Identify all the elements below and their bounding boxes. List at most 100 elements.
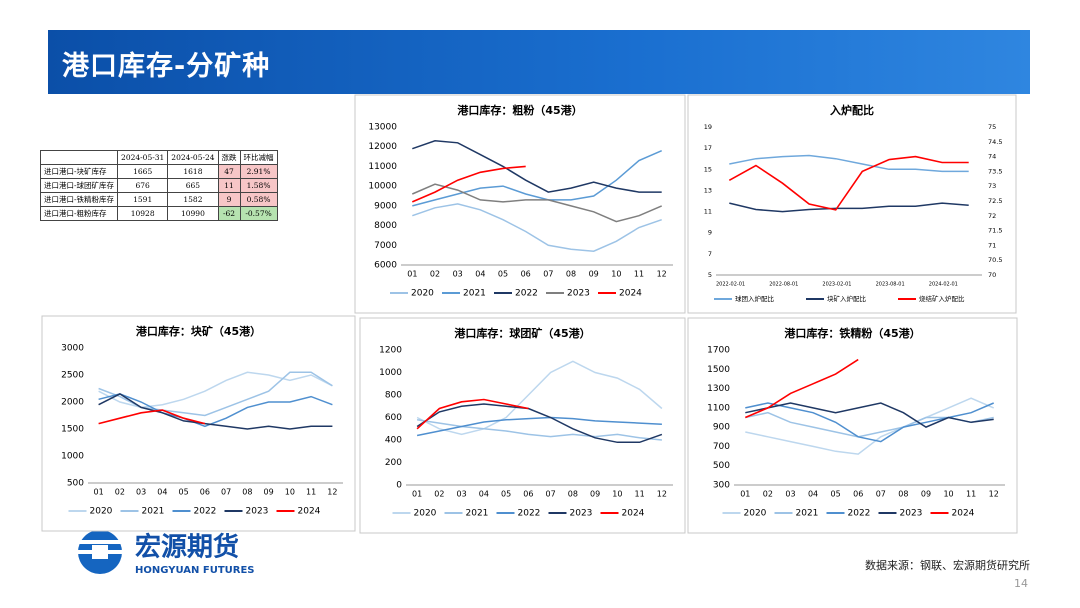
- table-cell: 2.91%: [239, 164, 278, 179]
- legend-label: 2023: [246, 507, 269, 517]
- logo-en: HONGYUAN FUTURES: [135, 565, 255, 576]
- table-cell: 进口港口-块矿库存: [39, 164, 119, 179]
- series-line: [412, 150, 662, 207]
- series-line: [729, 202, 969, 213]
- series-line: [412, 203, 662, 252]
- x-tick-label: 03: [785, 490, 795, 499]
- y-tick-label: 9000: [374, 201, 397, 211]
- page-title: 港口库存-分矿种: [62, 51, 271, 82]
- x-tick-label: 04: [475, 270, 485, 279]
- table-cell: 10928: [117, 206, 169, 221]
- y-tick-label: 11000: [368, 162, 397, 172]
- y-tick-label: 13000: [368, 123, 397, 133]
- table-cell: 676: [117, 178, 169, 193]
- y-tick-label: 6000: [374, 261, 397, 271]
- x-tick-label: 07: [546, 490, 556, 499]
- x-tick-label: 05: [831, 490, 841, 499]
- series-line: [416, 419, 662, 441]
- x-tick-label: 10: [612, 490, 622, 499]
- y2-tick-label: 73: [988, 182, 996, 190]
- y-tick-label: 500: [67, 479, 84, 489]
- table-cell: 进口港口-粗粉库存: [39, 206, 119, 221]
- legend-label: 2022: [518, 509, 541, 519]
- series-line: [416, 403, 663, 444]
- x-tick-label: 01: [740, 490, 750, 499]
- series-line: [98, 409, 206, 425]
- y-tick-label: 13: [704, 186, 712, 194]
- table-header-row: 2024-05-31 2024-05-24 涨跌 环比减幅: [39, 150, 278, 165]
- table-header-cell: 2024-05-31: [117, 150, 169, 165]
- page-number: 14: [1014, 577, 1028, 590]
- table-cell: 10990: [167, 206, 219, 221]
- y2-tick-label: 75: [988, 123, 996, 131]
- table-cell: 进口港口-球团矿库存: [39, 178, 119, 193]
- logo: [76, 530, 124, 574]
- table-cell: 1.58%: [239, 178, 278, 193]
- series-line: [98, 393, 333, 430]
- legend-label: 2024: [619, 289, 642, 299]
- y-tick-label: 17: [704, 144, 712, 152]
- x-tick-label: 02: [434, 490, 444, 499]
- legend-label: 2022: [515, 289, 538, 299]
- x-tick-label: 05: [498, 270, 508, 279]
- series-line: [744, 358, 859, 419]
- x-tick-label: 07: [876, 490, 886, 499]
- legend-label: 2020: [744, 509, 767, 519]
- y-tick-label: 12000: [368, 142, 397, 152]
- y2-tick-label: 72: [988, 212, 996, 220]
- x-tick-label: 06: [853, 490, 863, 499]
- x-tick-label: 09: [590, 490, 600, 499]
- series-line: [416, 398, 529, 430]
- y-tick-label: 9: [708, 229, 712, 237]
- series-line: [98, 393, 333, 428]
- x-tick-label: 02: [115, 488, 125, 497]
- table-cell: -0.57%: [239, 206, 278, 221]
- y-tick-label: 700: [713, 442, 730, 452]
- y2-tick-label: 70.5: [988, 256, 1002, 264]
- x-tick-label: 03: [136, 488, 146, 497]
- x-tick-label: 09: [589, 270, 599, 279]
- x-tick-label: 08: [568, 490, 578, 499]
- y2-tick-label: 74: [988, 153, 996, 161]
- x-tick-label: 02: [763, 490, 773, 499]
- legend-label: 2020: [90, 507, 113, 517]
- x-tick-label: 02: [430, 270, 440, 279]
- x-tick-label: 10: [943, 490, 953, 499]
- legend-label: 烧结矿入炉配比: [919, 294, 965, 303]
- y-tick-label: 11: [704, 208, 712, 216]
- chart-panel: [359, 317, 686, 534]
- table-cell: 1582: [167, 192, 219, 207]
- table-cell: -62: [217, 206, 241, 221]
- legend-label: 2022: [194, 507, 217, 517]
- x-tick-label: 07: [221, 488, 231, 497]
- chart-title: 入炉配比: [830, 103, 874, 117]
- table-cell: 47: [217, 164, 241, 179]
- table-cell: 9: [217, 192, 241, 207]
- chart-panel: [687, 317, 1018, 534]
- y-tick-label: 7000: [374, 241, 397, 251]
- legend-label: 2020: [414, 509, 437, 519]
- y-tick-label: 1000: [61, 452, 84, 462]
- x-tick-label: 01: [407, 270, 417, 279]
- table-cell: 1591: [117, 192, 169, 207]
- table-corner: [39, 150, 119, 165]
- legend-label: 2023: [567, 289, 590, 299]
- legend-label: 2020: [411, 289, 434, 299]
- y-tick-label: 900: [713, 423, 730, 433]
- x-tick-label: 03: [457, 490, 467, 499]
- y-tick-label: 300: [713, 481, 730, 491]
- table-cell: 1618: [167, 164, 219, 179]
- y-tick-label: 2000: [61, 398, 84, 408]
- x-tick-label: 08: [242, 488, 252, 497]
- x-tick-label: 05: [179, 488, 189, 497]
- series-line: [412, 140, 662, 193]
- series-line: [98, 371, 333, 409]
- series-line: [729, 154, 969, 173]
- series-line: [411, 165, 526, 203]
- table-cell: 665: [167, 178, 219, 193]
- logo-stripe: [76, 540, 124, 544]
- y-tick-label: 0: [396, 481, 402, 491]
- y-tick-label: 19: [704, 123, 712, 131]
